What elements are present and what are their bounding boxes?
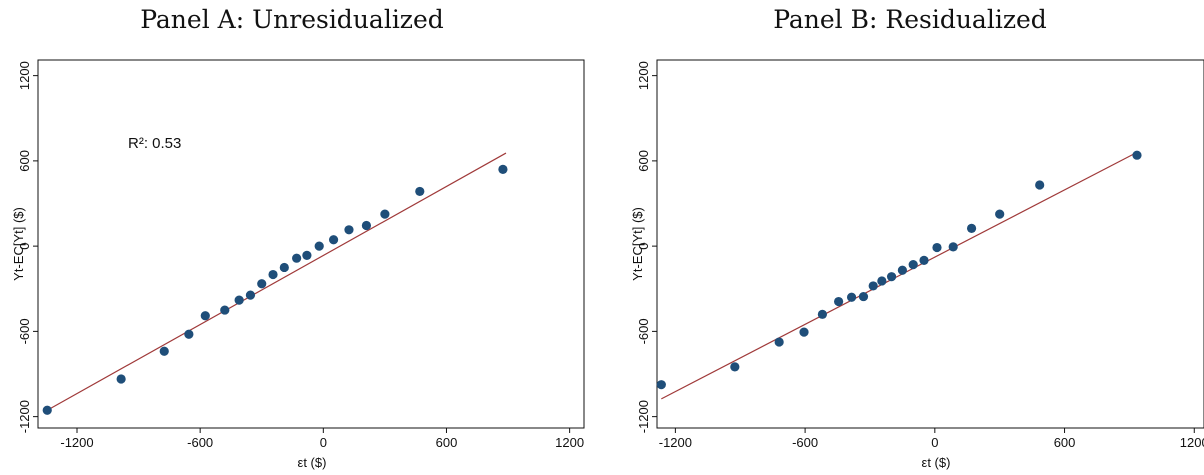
panel-b-data-point bbox=[886, 272, 897, 282]
panel-a-y-axis-title: Yt-EC[Yt] ($) bbox=[11, 207, 26, 281]
panel-a-data-point bbox=[220, 305, 230, 315]
panel-a-plot-frame bbox=[37, 59, 585, 429]
panel-a-data-point bbox=[184, 329, 194, 339]
panel-b-data-point bbox=[858, 291, 869, 302]
panel-b-data-point bbox=[1132, 150, 1142, 160]
panel-b-data-point bbox=[1035, 180, 1045, 190]
panel-b-data-point bbox=[877, 276, 887, 286]
panel-b-x-tick-label: -1200 bbox=[659, 435, 692, 450]
panel-a-data-point bbox=[42, 405, 52, 415]
panel-a-data-point bbox=[257, 279, 267, 289]
panel-a-data-point bbox=[380, 209, 390, 219]
panel-a-data-point bbox=[116, 374, 126, 384]
panel-a-x-tick-label: 600 bbox=[436, 435, 458, 450]
panel-a-y-tick-label: 0 bbox=[17, 243, 32, 250]
panel-a-y-tick-label: 1200 bbox=[17, 61, 32, 90]
panel-a-y-tick-label: -1200 bbox=[17, 400, 32, 433]
panel-b-y-tick-label: 0 bbox=[636, 243, 651, 250]
panel-b-fit-line bbox=[661, 151, 1138, 400]
panel-b-marks: -1200 -600 0 600 1200 -1200 -600 0 600 1200 bbox=[636, 61, 1204, 450]
panel-b-data-point bbox=[908, 260, 918, 270]
panel-b-data-point bbox=[995, 209, 1005, 219]
panel-a-y-tick-label: -600 bbox=[17, 318, 32, 344]
panel-a-marks: -1200 -600 0 600 1200 -1200 -600 0 600 1200 bbox=[17, 61, 584, 450]
panel-a-x-tick-label: 1200 bbox=[555, 435, 584, 450]
panel-a-data-point bbox=[302, 250, 312, 260]
panel-a-data-point bbox=[159, 346, 169, 356]
panel-b: Panel B: Residualized εt ($) Yt-EC[Yt] (… bbox=[630, 5, 1204, 470]
panel-b-data-point bbox=[966, 223, 977, 233]
panel-b-data-point bbox=[817, 309, 827, 319]
panel-a-data-point bbox=[234, 295, 244, 305]
panel-b-x-tick-label: 1200 bbox=[1180, 435, 1204, 450]
panel-b-data-point bbox=[948, 242, 958, 252]
panel-b-data-point bbox=[656, 380, 666, 390]
panel-a-y-tick-label: 600 bbox=[17, 150, 32, 172]
panel-b-data-point bbox=[799, 327, 809, 337]
panel-a: Panel A: Unresidualized R²: 0.53 εt ($) … bbox=[11, 5, 585, 470]
panel-a-r-squared-annotation: R²: 0.53 bbox=[128, 135, 181, 152]
panel-b-data-point bbox=[897, 265, 907, 275]
panel-a-data-point bbox=[200, 311, 210, 321]
panel-b-y-axis-title: Yt-EC[Yt] ($) bbox=[630, 207, 645, 281]
panel-b-y-tick-label: -600 bbox=[636, 318, 651, 344]
panel-a-data-point bbox=[498, 164, 508, 175]
panel-b-data-point bbox=[846, 292, 857, 302]
panel-b-y-tick-label: 600 bbox=[636, 150, 651, 172]
panel-b-data-point bbox=[834, 296, 844, 307]
panel-b-x-tick-label: 600 bbox=[1054, 435, 1076, 450]
panel-b-data-point bbox=[774, 337, 784, 347]
panel-a-fit-line bbox=[46, 152, 507, 411]
panel-b-y-tick-label: -1200 bbox=[636, 400, 651, 433]
panel-a-data-point bbox=[292, 253, 302, 263]
panel-a-data-point bbox=[268, 269, 278, 280]
panel-b-data-point bbox=[919, 255, 929, 265]
panel-a-x-tick-label: -600 bbox=[187, 435, 213, 450]
panel-b-title: Panel B: Residualized bbox=[773, 5, 1047, 34]
panel-b-data-point bbox=[932, 242, 942, 253]
panel-a-data-point bbox=[361, 220, 372, 231]
panel-a-x-axis-title: εt ($) bbox=[298, 455, 327, 470]
panel-b-data-point bbox=[868, 281, 878, 291]
panel-b-plot-frame bbox=[656, 59, 1204, 429]
panel-a-data-point bbox=[415, 186, 425, 197]
panel-a-x-tick-label: 0 bbox=[320, 435, 327, 450]
panel-b-x-axis-title: εt ($) bbox=[922, 455, 951, 470]
panel-a-data-point bbox=[344, 225, 354, 235]
panel-a-x-tick-label: -1200 bbox=[60, 435, 93, 450]
panel-a-data-point bbox=[279, 262, 289, 273]
panel-a-data-point bbox=[328, 235, 339, 245]
panel-b-data-point bbox=[730, 362, 740, 372]
panel-b-x-tick-label: -600 bbox=[792, 435, 818, 450]
panel-b-y-tick-label: 1200 bbox=[636, 61, 651, 90]
panel-a-data-point bbox=[314, 241, 324, 251]
panel-a-title: Panel A: Unresidualized bbox=[140, 5, 444, 34]
panel-a-data-point bbox=[245, 290, 256, 300]
panel-b-x-tick-label: 0 bbox=[931, 435, 938, 450]
